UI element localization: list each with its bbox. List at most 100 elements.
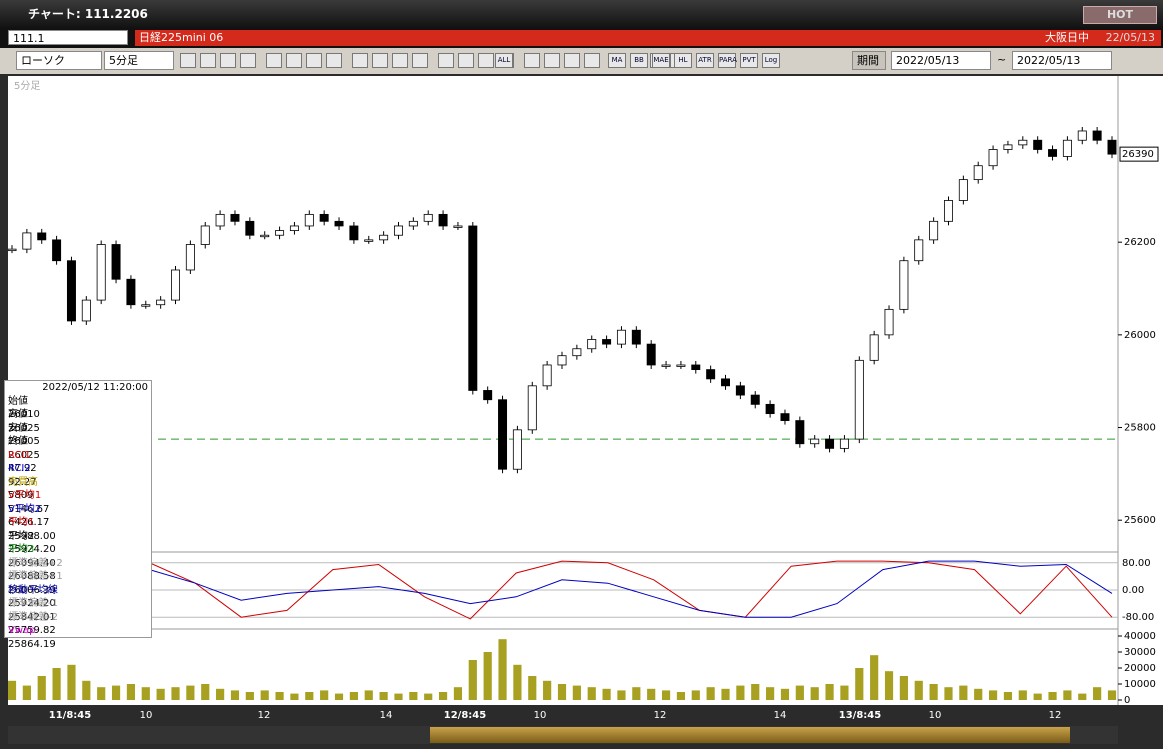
tool-icon[interactable]: [220, 53, 236, 68]
y-tick-label: 26200: [1124, 237, 1156, 248]
tool-icon[interactable]: [352, 53, 368, 68]
tool-icon[interactable]: [266, 53, 282, 68]
candle: [111, 244, 121, 280]
tool-icon[interactable]: MAE: [652, 53, 670, 68]
volume-bar: [766, 687, 775, 700]
tool-icon[interactable]: [524, 53, 540, 68]
volume-bar: [1093, 687, 1102, 700]
volume-bar: [632, 687, 641, 700]
x-tick-label: 10: [534, 710, 547, 721]
volume-bar: [82, 680, 91, 700]
volume-bar: [1048, 692, 1057, 700]
volume-bar: [557, 684, 567, 700]
y-tick-label: -80.00: [1122, 612, 1154, 623]
scroll-thumb[interactable]: [430, 727, 1070, 743]
volume-bar: [661, 690, 671, 700]
tool-icon[interactable]: [286, 53, 302, 68]
symbol-select[interactable]: 111.1: [8, 30, 128, 45]
candle: [304, 213, 314, 227]
tool-icon[interactable]: [564, 53, 580, 68]
x-tick-label: 12/8:45: [444, 710, 486, 721]
candle: [676, 364, 686, 367]
chart-kind-select[interactable]: ローソク: [16, 51, 102, 70]
tool-icon[interactable]: [478, 53, 494, 68]
volume-bar: [691, 690, 700, 700]
volume-bar: [572, 685, 581, 700]
tool-icon[interactable]: [412, 53, 428, 68]
tool-icon[interactable]: ATR: [696, 53, 714, 68]
tool-icon[interactable]: ALL: [495, 53, 513, 68]
instrument-bar: 日経225mini 06 大阪日中 22/05/13: [135, 30, 1161, 46]
volume-bar: [1107, 690, 1117, 700]
volume-bar: [1063, 690, 1072, 700]
volume-bar: [320, 690, 329, 700]
y-tick-label: 30000: [1124, 647, 1156, 658]
tool-icon[interactable]: [200, 53, 216, 68]
info-row: 標準偏差-1 25842.01: [5, 597, 151, 623]
tool-icon[interactable]: [372, 53, 388, 68]
tool-icon[interactable]: [306, 53, 322, 68]
volume-bar: [929, 684, 938, 700]
tool-icon[interactable]: [584, 53, 600, 68]
symbol-row: 111.1 日経225mini 06 大阪日中 22/05/13: [0, 28, 1163, 48]
volume-bar: [409, 692, 418, 700]
volume-bar: [52, 668, 61, 700]
info-row: 標準偏差-2 25759.82: [5, 611, 151, 637]
info-value: 26088.58: [8, 571, 56, 582]
volume-bar: [186, 685, 195, 700]
volume-bar: [290, 693, 299, 700]
candle: [557, 355, 567, 366]
info-row: 平均3 26094.40: [5, 543, 151, 569]
info-panel: 2022/05/12 11:20:00 始値 26010 高値 26025 安値 2600…: [4, 380, 152, 650]
tool-icon[interactable]: BB: [630, 53, 648, 68]
candle: [646, 343, 656, 366]
info-value: 5809: [8, 490, 34, 501]
info-value: 92.27: [8, 476, 37, 488]
tool-icon[interactable]: [326, 53, 342, 68]
tilde: ~: [997, 53, 1007, 66]
volume-bar: [364, 690, 373, 700]
axis-background: [1118, 76, 1163, 705]
volume-bar: [855, 668, 864, 700]
interval-select[interactable]: 5分足: [104, 51, 174, 70]
volume-bar: [825, 684, 834, 700]
tool-icon[interactable]: [180, 53, 196, 68]
info-label: 終値: [8, 436, 28, 447]
tool-icon[interactable]: HL: [674, 53, 692, 68]
rci-line: [11, 560, 1113, 618]
from-date[interactable]: 2022/05/13: [891, 51, 991, 70]
candle: [423, 213, 433, 222]
info-row: 平均2 25924.20: [5, 530, 151, 556]
candle: [37, 232, 47, 241]
tool-icon[interactable]: [458, 53, 474, 68]
volume-bar: [468, 660, 477, 700]
tool-icon[interactable]: [240, 53, 256, 68]
candle: [884, 308, 894, 336]
volume-bar: [1018, 690, 1027, 700]
volume-bar: [1078, 693, 1087, 700]
info-label: 平均1: [8, 517, 35, 528]
info-row: 移動平均線 25924.20: [5, 584, 151, 610]
candle: [512, 429, 522, 470]
volume-bar: [349, 692, 358, 700]
tool-icon[interactable]: [392, 53, 408, 68]
y-tick-label: 40000: [1124, 631, 1156, 642]
info-value: 47.92: [8, 463, 37, 474]
volume-bar: [37, 676, 46, 700]
tool-icon[interactable]: PVT: [740, 53, 758, 68]
volume-bar: [543, 680, 552, 700]
candle: [289, 225, 299, 231]
tool-icon[interactable]: [438, 53, 454, 68]
volume-bar: [424, 693, 433, 700]
candle: [1048, 149, 1058, 157]
candle: [1107, 139, 1117, 155]
scrollbar[interactable]: [8, 726, 1118, 744]
to-date[interactable]: 2022/05/13: [1012, 51, 1112, 70]
tool-icon[interactable]: MA: [608, 53, 626, 68]
volume-bar: [171, 687, 180, 700]
tool-icon[interactable]: [544, 53, 560, 68]
volume-bar: [795, 685, 804, 700]
tool-icon[interactable]: PARA: [718, 53, 737, 68]
tool-icon[interactable]: Log: [762, 53, 780, 68]
hot-button[interactable]: HOT: [1083, 6, 1157, 24]
